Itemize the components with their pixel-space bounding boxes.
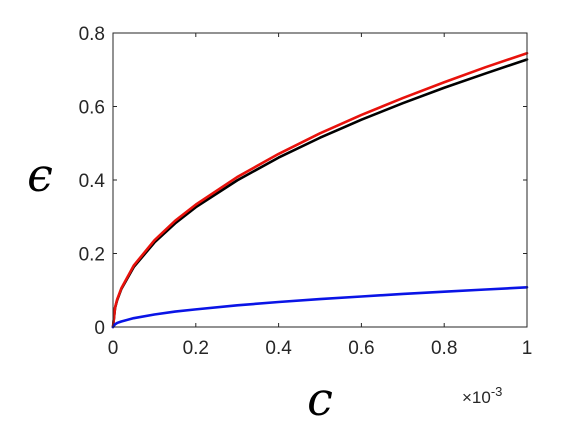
series-line-1 xyxy=(111,58,529,329)
y-tick-label: 0.8 xyxy=(79,24,105,45)
y-axis-label: ϵ xyxy=(27,148,53,202)
y-tick-label: 0 xyxy=(94,318,105,339)
series-line-2 xyxy=(111,51,529,329)
series-line-3 xyxy=(111,286,529,329)
x-tick-label: 0.8 xyxy=(431,338,457,359)
plot-frame xyxy=(112,32,528,328)
x-axis-exponent-power: -3 xyxy=(491,384,503,399)
x-axis-ticks: 0 0.2 0.4 0.6 0.8 1 xyxy=(108,33,533,359)
x-axis-exponent: ×10-3 xyxy=(462,384,502,407)
x-tick-label: 0.6 xyxy=(348,338,374,359)
y-tick-label: 0.6 xyxy=(79,98,105,119)
x-axis-label: c xyxy=(307,372,333,426)
x-tick-label: 0.4 xyxy=(265,338,292,359)
series-layer xyxy=(111,51,529,329)
y-tick-label: 0.4 xyxy=(79,171,106,192)
x-tick-label: 0 xyxy=(108,338,119,359)
y-tick-label: 0.2 xyxy=(79,245,105,266)
x-tick-label: 0.2 xyxy=(183,338,209,359)
x-axis-exponent-base: ×10 xyxy=(462,388,491,407)
x-tick-label: 1 xyxy=(522,338,533,359)
